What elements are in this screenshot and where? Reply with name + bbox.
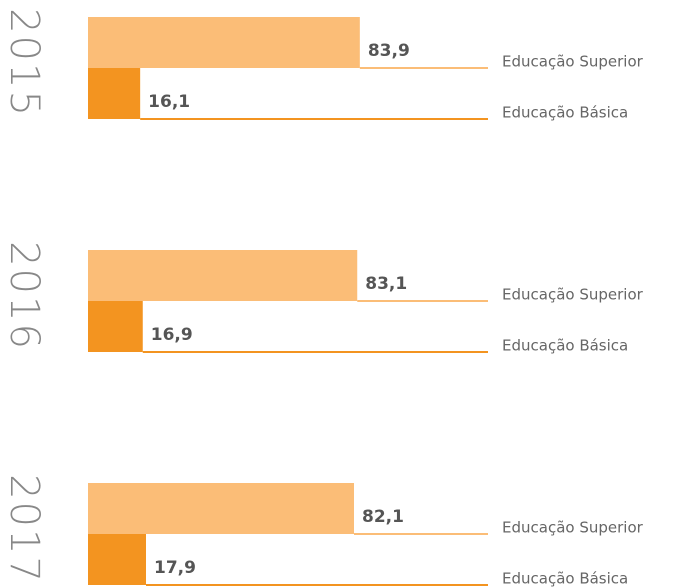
bar [88, 534, 146, 585]
value-label: 16,9 [151, 325, 193, 345]
bar [88, 68, 141, 119]
bar [88, 483, 355, 534]
bar [88, 250, 358, 301]
bar [88, 301, 143, 352]
value-label: 82,1 [362, 507, 404, 527]
value-label: 16,1 [148, 92, 190, 112]
value-label: 83,9 [368, 41, 410, 61]
series-name: Educação Superior [502, 286, 644, 304]
value-label: 83,1 [365, 274, 407, 294]
series-name: Educação Básica [502, 570, 628, 588]
series-name: Educação Superior [502, 53, 644, 71]
year-label: 2016 [1, 241, 47, 351]
value-label: 17,9 [154, 558, 196, 578]
series-name: Educação Básica [502, 104, 628, 122]
year-label: 2017 [1, 474, 47, 584]
bar [88, 17, 360, 68]
year-label: 2015 [1, 8, 47, 118]
series-name: Educação Superior [502, 519, 644, 537]
series-name: Educação Básica [502, 337, 628, 355]
